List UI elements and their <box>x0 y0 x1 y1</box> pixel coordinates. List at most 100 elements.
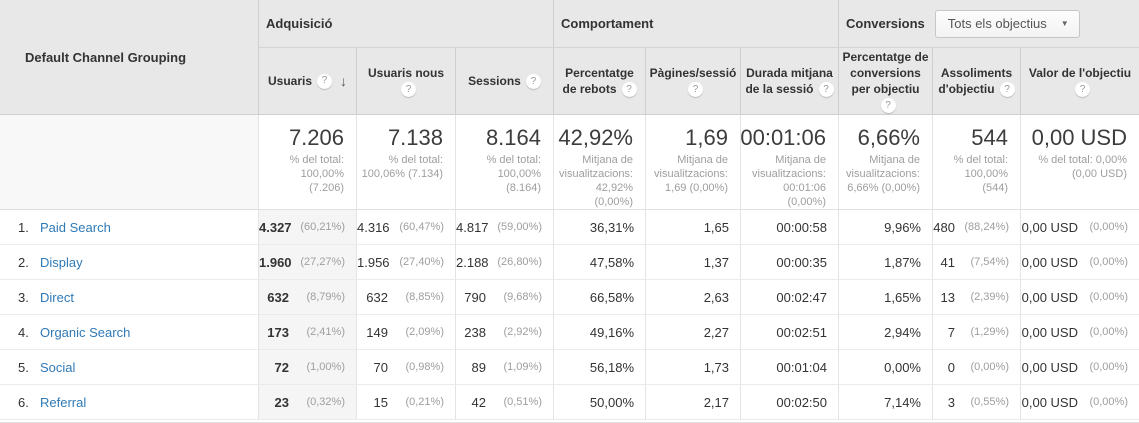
cell-percent: (59,00%) <box>497 221 542 233</box>
cell-valor: 0,00 USD (0,00%) <box>1020 385 1139 420</box>
column-header-assoliments[interactable]: Assoliments d'objectiu? <box>932 48 1020 115</box>
cell-pagines: 2,17 <box>645 385 740 420</box>
cell-pagines: 1,65 <box>645 210 740 245</box>
sort-descending-icon: ↓ <box>340 73 348 90</box>
chevron-down-icon: ▼ <box>1060 19 1069 28</box>
total-note: Mitjana de visualitzacions: 00:01:06 (0,… <box>752 154 826 208</box>
cell-assoliments: 13 (2,39%) <box>932 280 1020 315</box>
totals-durada: 00:01:06 Mitjana de visualitzacions: 00:… <box>740 115 838 210</box>
cell-assoliments: 41 (7,54%) <box>932 245 1020 280</box>
help-icon[interactable]: ? <box>317 73 333 89</box>
column-header-durada-mitjana[interactable]: Durada mitjana de la sessió? <box>740 48 838 115</box>
cell-value: 1,37 <box>703 254 729 270</box>
cell-assoliments: 3 (0,55%) <box>932 385 1020 420</box>
cell-sessions: 89 (1,09%) <box>455 350 553 385</box>
cell-usuaris-nous: 1.956 (27,40%) <box>356 245 455 280</box>
column-header-valor-objectiu[interactable]: Valor de l'objectiu? <box>1020 48 1139 115</box>
cell-valor: 0,00 USD (0,00%) <box>1020 315 1139 350</box>
row-index: 1. <box>18 219 29 235</box>
column-label: Percentatge de conversions per objectiu <box>842 49 929 96</box>
cell-pagines: 1,73 <box>645 350 740 385</box>
cell-value: 3 <box>947 394 955 410</box>
group-header-conversions: Conversions Tots els objectius ▼ <box>838 0 1139 48</box>
help-icon[interactable]: ? <box>621 82 637 98</box>
cell-percent: (88,24%) <box>964 221 1009 233</box>
cell-valor: 0,00 USD (0,00%) <box>1020 350 1139 385</box>
help-icon[interactable]: ? <box>818 82 834 98</box>
cell-value: 00:02:50 <box>776 394 827 410</box>
cell-value: 2.188 <box>456 254 489 270</box>
column-header-usuaris[interactable]: Usuaris? ↓ <box>258 48 356 115</box>
column-header-percentatge-conversions[interactable]: Percentatge de conversions per objectiu? <box>838 48 932 115</box>
table-row-channel: 3. Direct <box>0 280 258 315</box>
cell-value: 42 <box>471 394 486 410</box>
help-icon[interactable]: ? <box>999 82 1015 98</box>
cell-usuaris: 4.327 (60,21%) <box>258 210 356 245</box>
cell-value: 2,63 <box>703 289 729 305</box>
column-header-percentatge-rebots[interactable]: Percentatge de rebots? <box>553 48 645 115</box>
column-label: Durada mitjana de la sessió <box>745 65 833 96</box>
column-header-sessions[interactable]: Sessions? <box>455 48 553 115</box>
cell-percent: (0,98%) <box>405 361 444 373</box>
cell-value: 632 <box>366 289 388 305</box>
cell-usuaris: 1.960 (27,27%) <box>258 245 356 280</box>
cell-value: 2,27 <box>703 324 729 340</box>
help-icon[interactable]: ? <box>688 82 703 98</box>
channel-link[interactable]: Referral <box>40 394 87 410</box>
channel-link[interactable]: Direct <box>40 289 74 305</box>
table-row-channel: 4. Organic Search <box>0 315 258 350</box>
channel-link[interactable]: Organic Search <box>40 324 131 340</box>
cell-value: 00:02:47 <box>776 289 827 305</box>
goal-selector-value: Tots els objectius <box>947 16 1047 31</box>
cell-value: 480 <box>933 219 955 235</box>
row-index: 6. <box>18 394 29 410</box>
cell-percent: (0,00%) <box>1089 326 1128 338</box>
cell-value: 149 <box>366 324 388 340</box>
column-label: Usuaris nous <box>367 65 445 80</box>
cell-sessions: 790 (9,68%) <box>455 280 553 315</box>
total-note: % del total: 100,00% (7.206) <box>289 154 344 194</box>
goal-selector-dropdown[interactable]: Tots els objectius ▼ <box>934 9 1080 38</box>
cell-percent: (0,00%) <box>1089 256 1128 268</box>
help-icon[interactable]: ? <box>401 82 416 98</box>
cell-value: 0,00 USD <box>1021 324 1078 340</box>
cell-conversions: 9,96% <box>838 210 932 245</box>
total-note: % del total: 0,00% (0,00 USD) <box>1038 154 1127 180</box>
cell-value: 1,73 <box>703 359 729 375</box>
cell-durada: 00:00:58 <box>740 210 838 245</box>
cell-value: 15 <box>373 394 388 410</box>
group-label: Adquisició <box>266 16 333 31</box>
cell-usuaris-nous: 4.316 (60,47%) <box>356 210 455 245</box>
cell-percent: (9,68%) <box>503 291 542 303</box>
cell-usuaris: 72 (1,00%) <box>258 350 356 385</box>
totals-row-label-cell <box>0 115 258 210</box>
cell-value: 56,18% <box>589 359 634 375</box>
total-value: 8.164 <box>485 125 541 150</box>
help-icon[interactable]: ? <box>1075 82 1090 98</box>
row-index: 3. <box>18 289 29 305</box>
column-header-pagines-sessio[interactable]: Pàgines/sessió? <box>645 48 740 115</box>
help-icon[interactable]: ? <box>880 98 896 114</box>
cell-conversions: 7,14% <box>838 385 932 420</box>
help-icon[interactable]: ? <box>525 74 541 90</box>
cell-pagines: 2,63 <box>645 280 740 315</box>
cell-value: 00:01:04 <box>776 359 827 375</box>
cell-sessions: 4.817 (59,00%) <box>455 210 553 245</box>
row-index: 2. <box>18 254 29 270</box>
cell-percent: (0,21%) <box>405 396 444 408</box>
column-label: Percentatge de rebots <box>562 65 634 96</box>
channel-link[interactable]: Paid Search <box>40 219 111 235</box>
cell-durada: 00:02:47 <box>740 280 838 315</box>
cell-value: 173 <box>267 324 289 340</box>
cell-percent: (60,47%) <box>399 221 444 233</box>
total-note: % del total: 100,06% (7.134) <box>361 154 443 180</box>
cell-value: 238 <box>464 324 486 340</box>
cell-value: 4.817 <box>456 219 489 235</box>
channel-link[interactable]: Social <box>40 359 76 375</box>
cell-pagines: 1,37 <box>645 245 740 280</box>
channel-link[interactable]: Display <box>40 254 83 270</box>
cell-value: 632 <box>267 289 289 305</box>
cell-value: 0,00 USD <box>1021 219 1078 235</box>
column-header-usuaris-nous[interactable]: Usuaris nous? <box>356 48 455 115</box>
column-label: Usuaris <box>267 73 313 88</box>
